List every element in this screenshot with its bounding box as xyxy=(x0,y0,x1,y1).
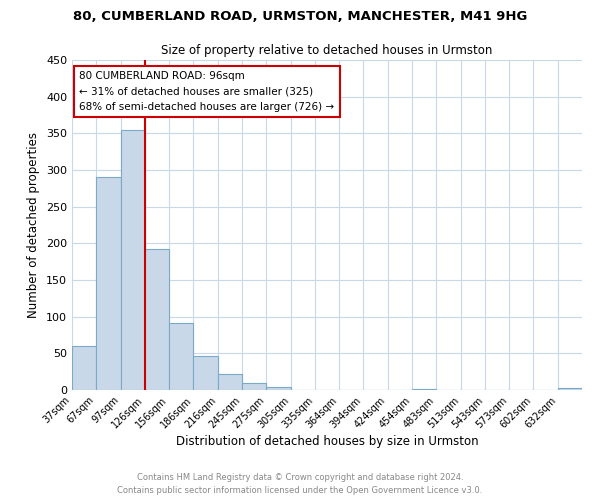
Text: Contains HM Land Registry data © Crown copyright and database right 2024.
Contai: Contains HM Land Registry data © Crown c… xyxy=(118,474,482,495)
Bar xyxy=(412,388,436,390)
Text: 80, CUMBERLAND ROAD, URMSTON, MANCHESTER, M41 9HG: 80, CUMBERLAND ROAD, URMSTON, MANCHESTER… xyxy=(73,10,527,23)
Title: Size of property relative to detached houses in Urmston: Size of property relative to detached ho… xyxy=(161,44,493,58)
Bar xyxy=(266,387,290,390)
Bar xyxy=(558,388,582,390)
X-axis label: Distribution of detached houses by size in Urmston: Distribution of detached houses by size … xyxy=(176,436,478,448)
Bar xyxy=(242,384,266,390)
Bar xyxy=(72,346,96,390)
Y-axis label: Number of detached properties: Number of detached properties xyxy=(28,132,40,318)
Text: 80 CUMBERLAND ROAD: 96sqm
← 31% of detached houses are smaller (325)
68% of semi: 80 CUMBERLAND ROAD: 96sqm ← 31% of detac… xyxy=(79,71,334,112)
Bar xyxy=(121,130,145,390)
Bar xyxy=(193,356,218,390)
Bar xyxy=(145,249,169,390)
Bar xyxy=(169,324,193,390)
Bar xyxy=(96,178,121,390)
Bar xyxy=(218,374,242,390)
